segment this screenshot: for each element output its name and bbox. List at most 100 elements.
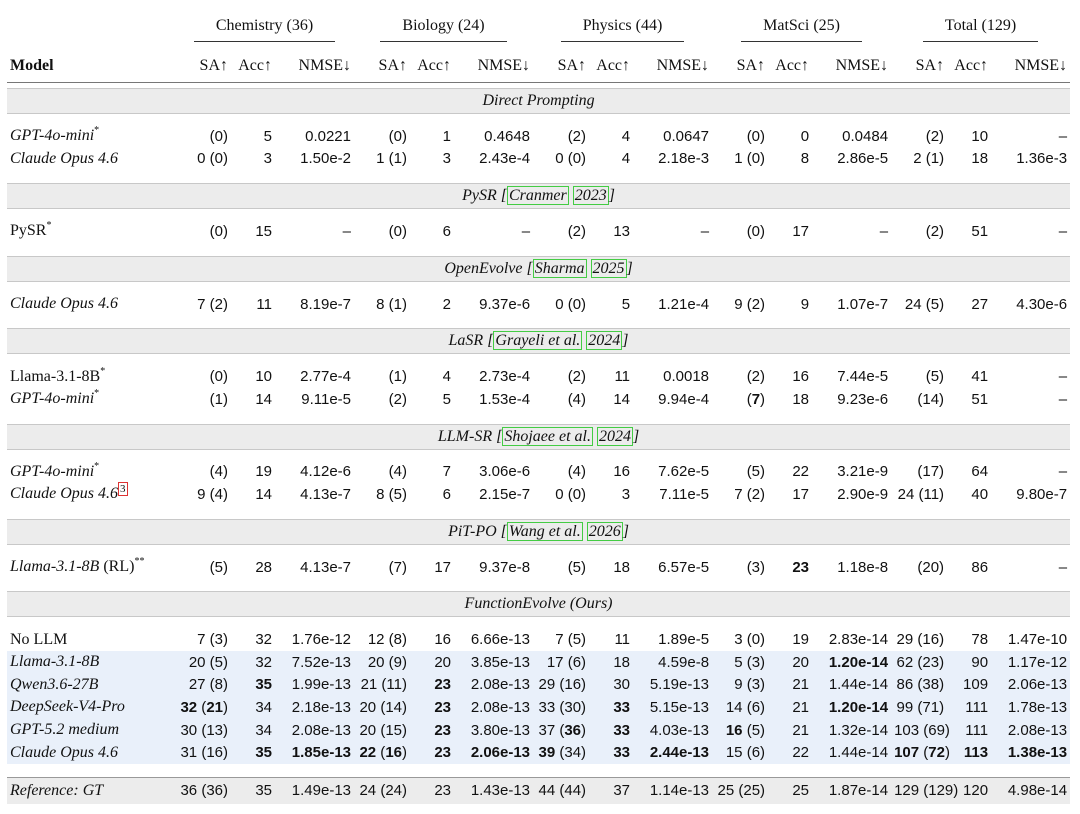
value-cell: 1.18e-8 bbox=[812, 556, 891, 579]
value: 4.13e-7 bbox=[300, 558, 351, 576]
spacer-cell bbox=[7, 764, 1070, 778]
value-cell: 0 (0) bbox=[533, 483, 589, 506]
section-title: ] bbox=[622, 522, 629, 540]
value-b: 1.38e-13 bbox=[1007, 744, 1068, 762]
value-cell: 1.49e-13 bbox=[275, 776, 354, 804]
spacer-cell bbox=[7, 209, 1070, 221]
spacer-cell bbox=[7, 170, 1070, 184]
value: 4.98e-14 bbox=[1007, 782, 1068, 800]
value: (0) bbox=[209, 222, 228, 240]
value-cell: 5 bbox=[589, 293, 633, 316]
value-cell: 7.52e-13 bbox=[275, 650, 354, 674]
value: (17) bbox=[917, 463, 945, 481]
value-cell: 99 (71) bbox=[891, 696, 948, 719]
value: (2) bbox=[925, 222, 945, 240]
value-cell: 30 bbox=[589, 673, 634, 697]
value-cell: (7) bbox=[354, 556, 410, 579]
value: 4 bbox=[442, 368, 451, 386]
value-cell: 19 bbox=[231, 461, 275, 484]
value: 30 (13) bbox=[180, 721, 228, 739]
value: 5 bbox=[442, 390, 451, 408]
value: 0 (0) bbox=[197, 150, 228, 168]
model-cell: Qwen3.6-27B bbox=[7, 673, 175, 697]
section-title: FunctionEvolve (Ours) bbox=[464, 595, 613, 613]
value-cell: 107 (72) bbox=[891, 741, 950, 764]
data-row: GPT-5.2 medium 30 (13) 34 2.08e-13 20 (15) 23… bbox=[7, 718, 1071, 742]
value-cell: 32 bbox=[231, 628, 275, 651]
value-cell: 14 bbox=[231, 388, 275, 411]
value-cell: 8 bbox=[768, 148, 812, 171]
value-cell: 2.06e-13 bbox=[454, 741, 534, 764]
metric-header: NMSE↓ bbox=[454, 50, 534, 83]
value: 1.49e-13 bbox=[291, 782, 351, 800]
value-b: 107 bbox=[894, 744, 920, 762]
value: 1.89e-5 bbox=[658, 631, 710, 649]
value-cell: 1.38e-13 bbox=[991, 741, 1071, 764]
value-cell: 1.21e-4 bbox=[633, 293, 712, 316]
model-i: Qwen3.6-27B bbox=[10, 675, 99, 693]
value-cell: 3.85e-13 bbox=[454, 650, 534, 674]
results-table: Chemistry (36) Biology (24) Physics (44) Ma… bbox=[7, 0, 1071, 804]
value: 2 bbox=[442, 295, 451, 313]
value-cell: 4.13e-7 bbox=[275, 556, 354, 579]
value-cell: 22 bbox=[768, 461, 812, 484]
value-cell: 4.03e-13 bbox=[633, 718, 713, 742]
value-cell: 1.32e-14 bbox=[812, 718, 892, 742]
value-cell: 9.37e-8 bbox=[454, 556, 533, 579]
value-cell: 4.59e-8 bbox=[633, 650, 713, 674]
value-cell: 4 bbox=[410, 365, 454, 388]
value-cell: 27 bbox=[947, 293, 991, 316]
value-cell: 9.23e-6 bbox=[812, 388, 891, 411]
value-cell: 17 bbox=[768, 483, 812, 506]
value-cell: 16 (5) bbox=[712, 718, 769, 742]
value: 25 (25) bbox=[717, 782, 766, 800]
section-title: FunctionEvolve (Ours) bbox=[7, 591, 1071, 618]
value-b: 23 bbox=[434, 676, 451, 694]
value: – bbox=[879, 222, 889, 240]
spacer-cell bbox=[7, 411, 1070, 425]
value: 16 bbox=[434, 631, 451, 649]
value: ) bbox=[944, 744, 950, 762]
value-cell: 2.18e-3 bbox=[633, 148, 712, 171]
group-header: Biology (24) bbox=[354, 0, 533, 50]
value-b: 23 bbox=[434, 744, 451, 762]
section-band: PySR [Cranmer 2023] bbox=[7, 183, 1071, 210]
value-cell: (5) bbox=[533, 556, 589, 579]
value: 44 (44) bbox=[538, 782, 587, 800]
value: ( bbox=[919, 744, 929, 762]
value-cell: (2) bbox=[533, 220, 589, 243]
value: 2.83e-14 bbox=[828, 631, 889, 649]
value: 33 (30) bbox=[538, 698, 587, 716]
value-cell: 2.08e-13 bbox=[991, 718, 1071, 742]
value: 35 bbox=[255, 782, 272, 800]
section-title-ref: 2024 bbox=[596, 426, 633, 446]
value-cell: (0) bbox=[354, 220, 410, 243]
value-cell: 5 bbox=[231, 125, 275, 148]
value: 9.23e-6 bbox=[837, 390, 889, 408]
section-band: OpenEvolve [Sharma 2025] bbox=[7, 255, 1071, 282]
value-cell: 2.08e-13 bbox=[454, 696, 534, 719]
value: (5) bbox=[209, 558, 228, 576]
value-cell: 0 (0) bbox=[175, 148, 231, 171]
value: 99 (71) bbox=[896, 698, 945, 716]
data-row: Claude Opus 4.6 31 (16) 35 1.85e-13 22 (16) 2… bbox=[7, 741, 1071, 764]
value: 10 bbox=[971, 127, 989, 145]
value-cell: 24 (24) bbox=[354, 776, 410, 804]
value: 4.03e-13 bbox=[649, 721, 710, 739]
value-b: 2.06e-13 bbox=[470, 744, 531, 762]
value: – bbox=[1058, 390, 1068, 408]
value-cell: 64 bbox=[947, 461, 991, 484]
data-row: Claude Opus 4.6 7 (2) 11 8.19e-7 8 (1) 2 9.37e… bbox=[7, 293, 1070, 316]
value: 0.0018 bbox=[663, 368, 710, 386]
group-header: Chemistry (36) bbox=[175, 0, 354, 50]
value: – bbox=[521, 222, 531, 240]
value-cell: 4 bbox=[589, 148, 633, 171]
value: (7) bbox=[388, 558, 407, 576]
value: – bbox=[1058, 368, 1068, 386]
spacer bbox=[7, 544, 1070, 556]
data-row: GPT-4o-mini* (0) 5 0.0221 (0) 1 0.4648 (2) 4 0.06… bbox=[7, 125, 1070, 148]
value-cell: 35 bbox=[231, 741, 275, 764]
value-cell: 32 bbox=[231, 650, 275, 674]
metric-label: Acc↑ bbox=[954, 57, 989, 74]
value: (2) bbox=[567, 222, 587, 240]
